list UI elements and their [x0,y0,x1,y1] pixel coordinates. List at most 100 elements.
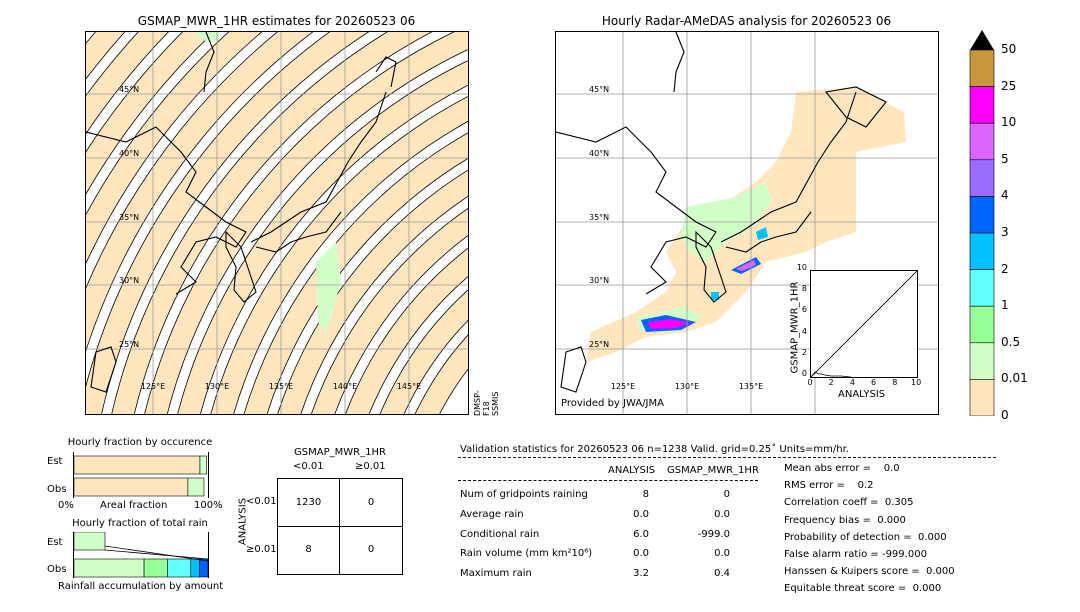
score-line: Equitable threat score = 0.000 [784,583,942,595]
left-gridlines [86,32,468,414]
right-map: 45°N 40°N 35°N 30°N 25°N 125°E 130°E 135… [555,31,939,415]
tr-connector [104,549,209,560]
colorbar-segment [969,86,995,124]
val-row-label: Conditional rain [460,529,540,540]
lat-label: 25°N [119,340,139,349]
val-row-label: Rain volume (mm km²10⁶) [460,548,593,559]
colorbar-label: 4 [1001,188,1009,203]
colorbar-label: 50 [1001,42,1017,56]
val-col-gsmap: GSMAP_MWR_1HR [667,465,759,476]
colorbar-label: 2 [1001,261,1009,276]
contingency-table: 1230 0 8 0 [277,478,403,575]
lat-label: 35°N [119,213,139,222]
cont-col-1: ≥0.01 [355,461,386,472]
swath-band [345,247,468,414]
lat-label: 45°N [589,85,609,94]
contingency-title: GSMAP_MWR_1HR [294,447,386,458]
swath-band [210,96,468,414]
table-divider [458,480,758,481]
colorbar-label: 5 [1001,151,1009,166]
swath-band [414,334,468,414]
left-lat-labels: 45°N 40°N 35°N 30°N 25°N [119,85,139,349]
score-line: Probability of detection = 0.000 [784,531,947,543]
colorbar-segment [969,196,995,234]
lat-label: 40°N [119,149,139,158]
scatter-inset [810,270,918,378]
right-lon-labels: 125°E 130°E 135°E [611,382,763,391]
val-row-label: Num of gridpoints raining [460,489,588,500]
totalrain-chart [73,531,209,578]
satellite-label: DMSP-F18 SSMIS [473,390,500,416]
left-map-canvas: 45°N 40°N 35°N 30°N 25°N 125°E 130°E 135… [86,32,468,414]
cont-row-0: <0.01 [246,496,277,507]
credit-text: Provided by JWA/JMA [561,398,664,409]
colorbar-label: 25 [1001,78,1017,93]
right-coastline [556,32,887,393]
tr-xlabel: Rainfall accumulation by amount [58,581,224,592]
swath-band [86,32,126,80]
tr-obs-bar [190,558,200,578]
totalrain-title: Hourly fraction of total rain [72,518,208,529]
cont-cell: 1230 [295,497,322,508]
val-row-label: Maximum rain [460,568,532,579]
val-row-analysis: 3.2 [633,568,649,579]
scatter-ytick: 6 [801,305,807,315]
left-coastline [86,32,397,393]
colorbar-label: 0.01 [1001,371,1028,386]
swath-band [277,169,468,414]
right-map-title: Hourly Radar-AMeDAS analysis for 2026052… [601,14,892,28]
swath-band [311,207,468,414]
lat-label: 40°N [589,149,609,158]
swath-band [86,32,169,135]
lon-label: 130°E [205,382,229,391]
score-line: Frequency bias = 0.000 [784,514,906,526]
colorbar-segment [969,122,995,161]
scatter-ylabel: GSMAP_MWR_1HR [789,281,801,374]
colorbar-segment [969,305,995,344]
occurence-chart [73,452,209,498]
score-line: RMS error = 0.2 [784,480,874,492]
score-line: Hanssen & Kuipers score = 0.000 [784,566,955,578]
cont-cell: 0 [367,497,375,508]
val-row-gsmap: 0.0 [714,548,730,559]
tr-obs-bar [73,558,145,578]
lon-label: 135°E [269,382,293,391]
satellite-swath [86,32,468,414]
lon-label: 135°E [739,382,763,391]
scatter-xtick: 2 [828,378,834,387]
scatter-xtick: 6 [871,378,877,387]
tr-obs-label: Obs [47,564,67,575]
lon-label: 145°E [397,382,421,391]
colorbar-label: 3 [1001,225,1009,239]
totalrain-bars [73,531,209,578]
val-row-analysis: 8 [642,489,649,500]
val-row-analysis: 0.0 [633,548,649,559]
lon-label: 125°E [611,382,635,391]
scatter-xtick: 4 [849,378,855,387]
occ-x1: 100% [194,500,223,511]
cont-cell: 0 [367,544,375,555]
scatter-ytick: 2 [801,347,807,357]
validation-header: Validation statistics for 20260523 06 n=… [460,444,849,455]
colorbar-segment [969,269,995,307]
swath-band [86,32,314,352]
tr-obs-bar [167,558,192,578]
occurence-title: Hourly fraction by occurence [67,437,213,448]
colorbar-segment [969,49,995,87]
swath-band [86,32,215,195]
colorbar-label: 1 [1001,298,1009,313]
scatter-ytick: 0 [801,369,807,378]
lon-label: 125°E [141,382,165,391]
header-divider [458,457,996,458]
scatter-plot [810,270,918,378]
lat-label: 25°N [589,340,609,349]
scatter-ytick: 10 [796,263,807,272]
swath-band [144,32,468,414]
scatter-xtick: 10 [911,378,922,387]
lat-label: 30°N [119,276,139,285]
occ-bar [73,455,201,475]
occ-x0: 0% [58,500,74,511]
tr-obs-bar [199,558,209,578]
occ-bar [199,455,207,475]
cont-cell: 8 [305,544,312,555]
